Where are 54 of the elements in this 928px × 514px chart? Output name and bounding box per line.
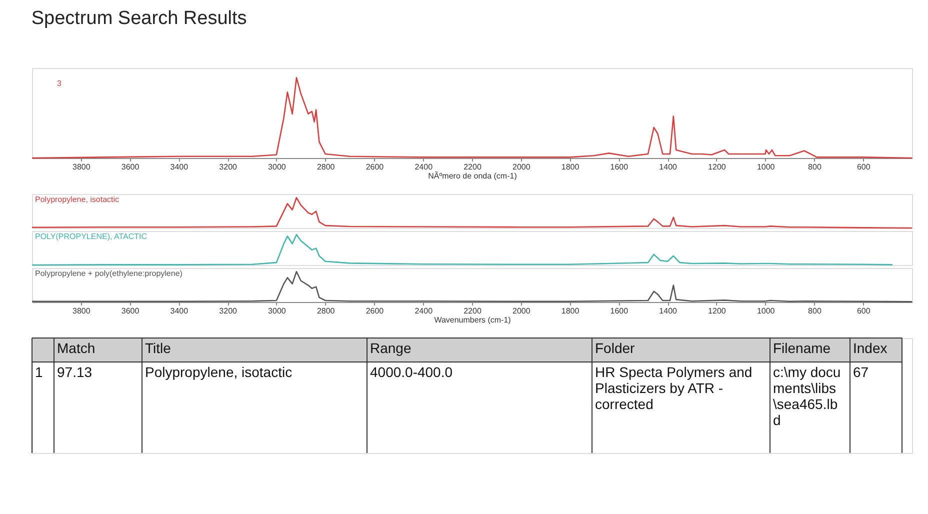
x-tick-label: 600 (856, 162, 871, 172)
x-tick-label: 800 (808, 162, 822, 172)
text: POLY(PROPYLENE), ATACTIC (35, 232, 148, 241)
text: Range (370, 340, 412, 356)
x-tick-label: 3800 (72, 306, 91, 316)
x-tick-label: 1400 (659, 306, 678, 316)
x-tick-label: 3600 (121, 306, 140, 316)
x-tick-label: 2800 (316, 306, 336, 316)
x-tick-label: 800 (808, 306, 822, 316)
x-tick-label: 3400 (170, 306, 189, 316)
x-tick-label: 3200 (219, 162, 238, 172)
x-tick-label: 2400 (414, 162, 434, 172)
x-tick-label: 3200 (219, 306, 238, 316)
x-tick-label: 3000 (268, 306, 286, 316)
x-tick-label: 3000 (268, 162, 286, 172)
text: 97.13 (57, 364, 92, 380)
x-tick-label: 1800 (561, 162, 580, 172)
x-tick-label: 2000 (512, 162, 531, 172)
x-tick-label: 2600 (366, 162, 384, 172)
x-tick-label: 1000 (756, 306, 776, 316)
chart-title: Spectrum Search Results (31, 8, 247, 29)
text: 4000.0-400.0 (370, 364, 453, 380)
x-tick-label: 1400 (659, 162, 678, 172)
x-tick-label: 1600 (610, 306, 629, 316)
x-tick-label: 1800 (561, 306, 580, 316)
x-tick-label: 2800 (316, 162, 336, 172)
text: Polypropylene, isotactic (35, 195, 120, 204)
text: Title (145, 340, 172, 356)
x-tick-label: 2200 (464, 162, 482, 172)
x-tick-label: 1200 (708, 162, 726, 172)
x-tick-label: 1600 (610, 162, 629, 172)
x-tick-label: 2000 (512, 306, 531, 316)
x-tick-label: 600 (856, 306, 871, 316)
annotation: 3 (57, 79, 62, 88)
x-axis-title: Wavenumbers (cm-1) (434, 316, 512, 324)
x-tick-label: 2200 (464, 306, 482, 316)
text: HR Specta Polymers and Plasticizers by ATR - corrected (595, 364, 752, 412)
text: Polypropylene + poly(ethylene:propylene) (35, 269, 183, 278)
text: Match (57, 340, 96, 356)
text: Index (853, 340, 888, 356)
text: Folder (595, 340, 636, 356)
text: 67 (853, 364, 869, 380)
x-tick-label: 2400 (414, 306, 434, 316)
text: Filename (773, 340, 831, 356)
text: 1 (35, 364, 43, 380)
x-tick-label: 2600 (366, 306, 384, 316)
x-tick-label: 3800 (72, 162, 91, 172)
x-tick-label: 1200 (708, 306, 726, 316)
text: Polypropylene, isotactic (145, 364, 292, 380)
x-tick-label: 1000 (756, 162, 776, 172)
x-tick-label: 3600 (121, 162, 140, 172)
text: c:\my documents\libs\sea465.lbd (773, 364, 841, 428)
x-axis-title: NÃºmero de onda (cm-1) (428, 170, 518, 180)
x-tick-label: 3400 (170, 162, 189, 172)
